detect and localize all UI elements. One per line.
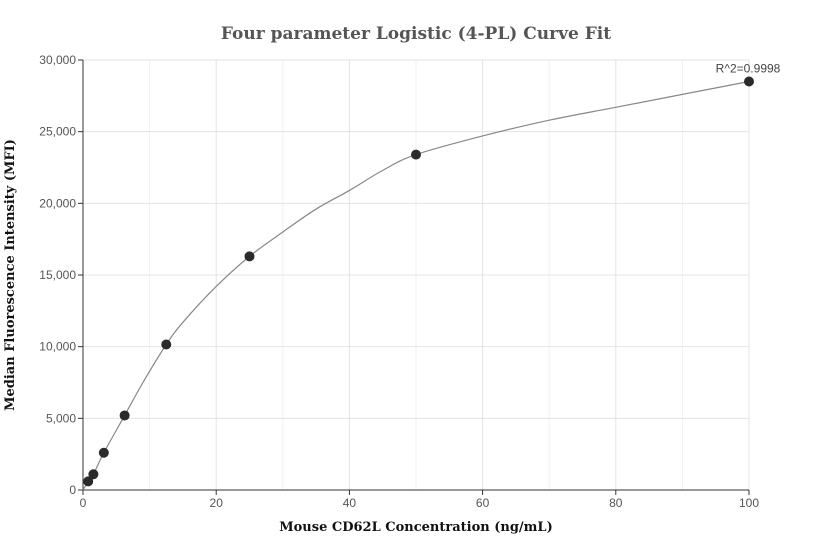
data-point	[161, 339, 172, 350]
y-tick-label: 25,000	[39, 125, 76, 139]
x-tick-label: 20	[210, 496, 224, 510]
data-point	[744, 76, 754, 87]
x-tick-label: 40	[343, 496, 357, 510]
y-tick-label: 10,000	[39, 340, 76, 354]
x-axis-title: Mouse CD62L Concentration (ng/mL)	[279, 520, 552, 535]
data-point	[83, 476, 94, 487]
data-point	[411, 149, 421, 160]
y-tick-label: 20,000	[39, 196, 76, 210]
data-points	[83, 76, 754, 487]
fit-curve	[82, 80, 750, 491]
x-axis-ticks: 0 20 40 60 80 100	[80, 490, 759, 510]
x-tick-label: 60	[476, 496, 490, 510]
data-point	[98, 447, 109, 458]
x-tick-label: 0	[80, 496, 87, 510]
chart-title: Four parameter Logistic (4-PL) Curve Fit	[221, 24, 611, 44]
y-axis-title: Median Fluorescence Intensity (MFI)	[3, 139, 18, 411]
y-tick-label: 0	[69, 483, 76, 497]
y-tick-label: 15,000	[39, 268, 76, 282]
y-tick-label: 5,000	[46, 411, 76, 425]
x-tick-label: 80	[609, 496, 623, 510]
r-squared-label: R^2=0.9998	[716, 62, 781, 76]
data-point	[119, 410, 130, 421]
data-point	[88, 469, 99, 480]
x-tick-label: 100	[739, 496, 759, 510]
grid	[83, 59, 750, 490]
data-point	[244, 251, 255, 262]
y-axis-ticks: 0 5,000 10,000 15,000 20,000 25,000 30,000	[39, 53, 83, 497]
y-tick-label: 30,000	[39, 53, 76, 67]
